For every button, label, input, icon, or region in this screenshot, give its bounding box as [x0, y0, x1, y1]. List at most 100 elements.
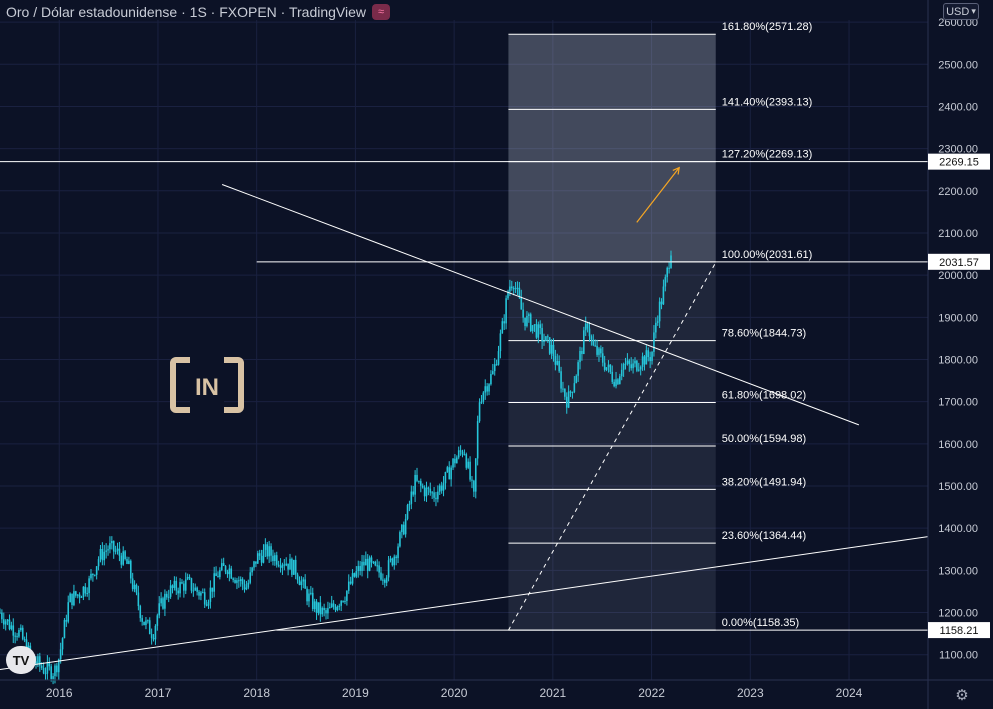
candle-body [581, 351, 583, 354]
candle-body [619, 376, 621, 385]
candle-body [454, 458, 456, 464]
candle-body [349, 581, 352, 584]
candle-body [463, 454, 466, 456]
candle-body [57, 659, 60, 673]
fib-level-label: 100.00%(2031.61) [722, 249, 813, 261]
drawings[interactable] [0, 161, 929, 670]
candle-body [471, 479, 473, 481]
candle-body [156, 615, 159, 626]
price-tick-label: 2600.00 [938, 17, 978, 29]
candle-body [526, 315, 528, 327]
candle-body [306, 588, 308, 602]
price-tick-label: 2500.00 [938, 59, 978, 71]
time-axis[interactable]: 2016 2017 2018 2019 2020 2021 2022 2023 2024 [0, 679, 993, 700]
candle-body [440, 485, 443, 491]
candle-body [552, 344, 555, 357]
candle-body [461, 451, 464, 455]
candle-body [636, 360, 638, 371]
candle-body [353, 573, 356, 577]
candle-body [469, 461, 471, 480]
fib-level-label: 127.20%(2269.13) [722, 149, 813, 161]
candle-body [397, 546, 399, 559]
candle-body [605, 367, 608, 370]
gear-icon[interactable]: ⚙ [955, 687, 969, 704]
trend-line-rising-support[interactable] [507, 262, 717, 631]
candle-body [175, 580, 178, 591]
candle-body [365, 558, 367, 566]
currency-selector-button[interactable]: USD ▾ [943, 3, 979, 20]
candle-body [389, 558, 392, 561]
time-tick-label: 2016 [46, 686, 73, 700]
candle-body [73, 591, 75, 606]
candle-body [67, 602, 70, 622]
candle-body [615, 379, 617, 387]
candle-body [556, 360, 559, 365]
candle-body [509, 286, 511, 292]
candle-body [321, 607, 324, 615]
candle-body [230, 568, 233, 579]
candle-body [427, 487, 430, 489]
candle-body [147, 620, 149, 622]
candle-body [133, 584, 136, 590]
candle-body [300, 581, 303, 586]
candle-body [84, 586, 87, 594]
candle-body [359, 566, 361, 571]
candle-body [368, 557, 371, 571]
price-tick-label: 1100.00 [939, 650, 978, 662]
candle-body [313, 601, 316, 610]
fib-level-label: 141.40%(2393.13) [722, 96, 813, 108]
candle-body [120, 555, 123, 565]
candle-body [44, 673, 47, 675]
price-axis[interactable]: 1100.00 1200.00 1300.00 1400.00 1500.00 1600.… [927, 0, 978, 709]
candle-body [80, 596, 83, 598]
candle-body [573, 383, 576, 392]
candle-body [330, 603, 333, 608]
candle-body [562, 388, 564, 390]
candle-body [173, 580, 176, 589]
candle-body [402, 524, 405, 535]
candle-body [433, 492, 435, 498]
candle-body [395, 556, 397, 559]
trend-line-long-support[interactable] [0, 536, 929, 670]
candle-body [283, 564, 286, 566]
price-tag-label: 2031.57 [939, 257, 979, 269]
candle-body [2, 619, 5, 625]
candle-body [69, 593, 71, 603]
fib-level-label: 78.60%(1844.73) [722, 328, 806, 340]
candle-body [550, 344, 553, 354]
candle-body [565, 396, 568, 408]
candle-body [488, 384, 490, 392]
candle-body [486, 386, 488, 392]
candle-body [630, 364, 632, 369]
candle-body [103, 551, 106, 561]
price-tick-label: 1800.00 [938, 354, 978, 366]
time-tick-label: 2017 [145, 686, 172, 700]
candle-body [607, 364, 610, 368]
candle-body [588, 328, 591, 337]
candle-body [274, 555, 276, 562]
candle-body [171, 585, 174, 589]
candle-body [294, 559, 297, 575]
candle-body [285, 563, 288, 566]
candle-body [277, 564, 280, 566]
candle-body [40, 665, 43, 668]
candle-body [56, 665, 58, 673]
candle-body [260, 555, 263, 563]
candle-body [148, 620, 151, 635]
currency-label: USD [946, 5, 970, 18]
trend-line-resistance[interactable] [221, 184, 860, 426]
tradingview-logo[interactable]: TV [6, 646, 36, 674]
fib-labels: 0.00%(1158.35) 23.60%(1364.44) 38.20%(1491… [722, 21, 813, 629]
candle-body [217, 575, 219, 578]
candle-body [39, 656, 41, 666]
candle-body [253, 561, 255, 568]
candle-body [97, 559, 100, 567]
market-status-icon[interactable]: ≈ [372, 4, 391, 20]
candle-body [476, 421, 479, 459]
projection-arrow[interactable] [636, 167, 680, 223]
candle-body [528, 314, 530, 316]
candle-body [641, 356, 644, 367]
candle-body [311, 592, 314, 610]
candle-body [152, 638, 155, 640]
